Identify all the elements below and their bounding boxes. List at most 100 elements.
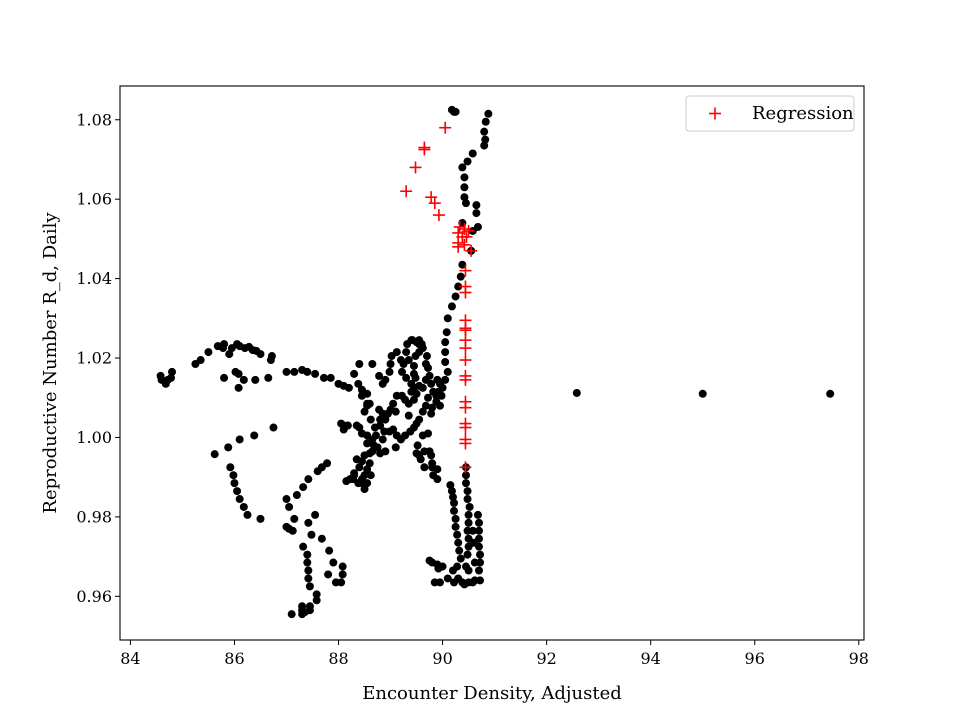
data-point [385, 367, 394, 376]
data-point [424, 393, 433, 402]
data-point [168, 367, 177, 376]
data-point [392, 431, 401, 440]
series-observed [156, 105, 835, 619]
data-point [282, 495, 291, 504]
data-point [450, 498, 459, 507]
regression-point [418, 143, 431, 156]
x-tick-label: 84 [120, 649, 140, 668]
data-point [305, 582, 314, 591]
data-point [225, 350, 234, 359]
data-point [451, 522, 460, 531]
data-point [239, 502, 248, 511]
data-point [292, 491, 301, 500]
data-point [229, 471, 238, 480]
data-point [389, 399, 398, 408]
data-point [441, 358, 450, 367]
data-point [416, 455, 425, 464]
data-point [304, 566, 313, 575]
data-point [256, 514, 265, 523]
data-point [447, 302, 456, 311]
data-point [250, 431, 259, 440]
regression-point [460, 230, 473, 243]
data-point [326, 373, 335, 382]
data-point [166, 373, 175, 382]
data-point [352, 455, 361, 464]
data-point [441, 338, 450, 347]
data-point [385, 427, 394, 436]
data-point [234, 383, 243, 392]
data-point [413, 441, 422, 450]
data-point [572, 388, 581, 397]
data-point [460, 173, 469, 182]
data-point [454, 282, 463, 291]
y-tick-label: 1.04 [76, 269, 112, 288]
data-point [420, 463, 429, 472]
regression-point [462, 224, 475, 237]
data-point [381, 375, 390, 384]
data-point [299, 542, 308, 551]
data-point [329, 558, 338, 567]
data-point [473, 510, 482, 519]
data-point [233, 487, 242, 496]
y-axis: 0.96 0.98 1.00 1.02 1.04 1.06 1.08 [76, 110, 120, 606]
data-point [472, 209, 481, 218]
data-point [298, 602, 307, 611]
data-point [461, 471, 470, 480]
data-point [392, 348, 401, 357]
data-point [267, 352, 276, 361]
regression-point [409, 161, 422, 174]
data-point [443, 367, 452, 376]
data-point [290, 367, 299, 376]
data-point [399, 359, 408, 368]
data-point [432, 397, 441, 406]
data-point [368, 359, 377, 368]
data-point [357, 479, 366, 488]
data-point [418, 431, 427, 440]
data-point [443, 314, 452, 323]
data-point [230, 479, 239, 488]
data-point [418, 407, 427, 416]
regression-point [458, 238, 471, 251]
data-point [355, 423, 364, 432]
data-point [304, 518, 313, 527]
data-point [418, 383, 427, 392]
data-point [481, 117, 490, 126]
data-point [354, 379, 363, 388]
data-point [464, 510, 473, 519]
data-point [235, 495, 244, 504]
data-point [338, 562, 347, 571]
x-tick-label: 94 [641, 649, 661, 668]
data-point [363, 439, 372, 448]
data-point [402, 348, 411, 357]
regression-point [439, 121, 452, 134]
data-point [463, 157, 472, 166]
data-point [226, 463, 235, 472]
data-point [312, 590, 321, 599]
data-point [204, 348, 213, 357]
y-tick-label: 1.06 [76, 190, 112, 209]
data-point [461, 479, 470, 488]
data-point [220, 340, 229, 349]
y-tick-label: 0.96 [76, 587, 112, 606]
data-point [355, 463, 364, 472]
data-point [360, 407, 369, 416]
x-tick-label: 88 [328, 649, 348, 668]
regression-point [459, 264, 472, 277]
data-point [433, 465, 442, 474]
data-point [448, 566, 457, 575]
data-layer [156, 105, 835, 619]
data-point [461, 199, 470, 208]
data-point [484, 109, 493, 118]
regression-point [400, 185, 413, 198]
data-point [474, 566, 483, 575]
y-tick-label: 1.02 [76, 349, 112, 368]
data-point [463, 550, 472, 559]
data-point [342, 477, 351, 486]
x-tick-label: 92 [536, 649, 556, 668]
data-point [224, 443, 233, 452]
data-point [325, 546, 334, 555]
data-point [371, 431, 380, 440]
data-point [476, 550, 485, 559]
data-point [404, 411, 413, 420]
data-point [363, 389, 372, 398]
